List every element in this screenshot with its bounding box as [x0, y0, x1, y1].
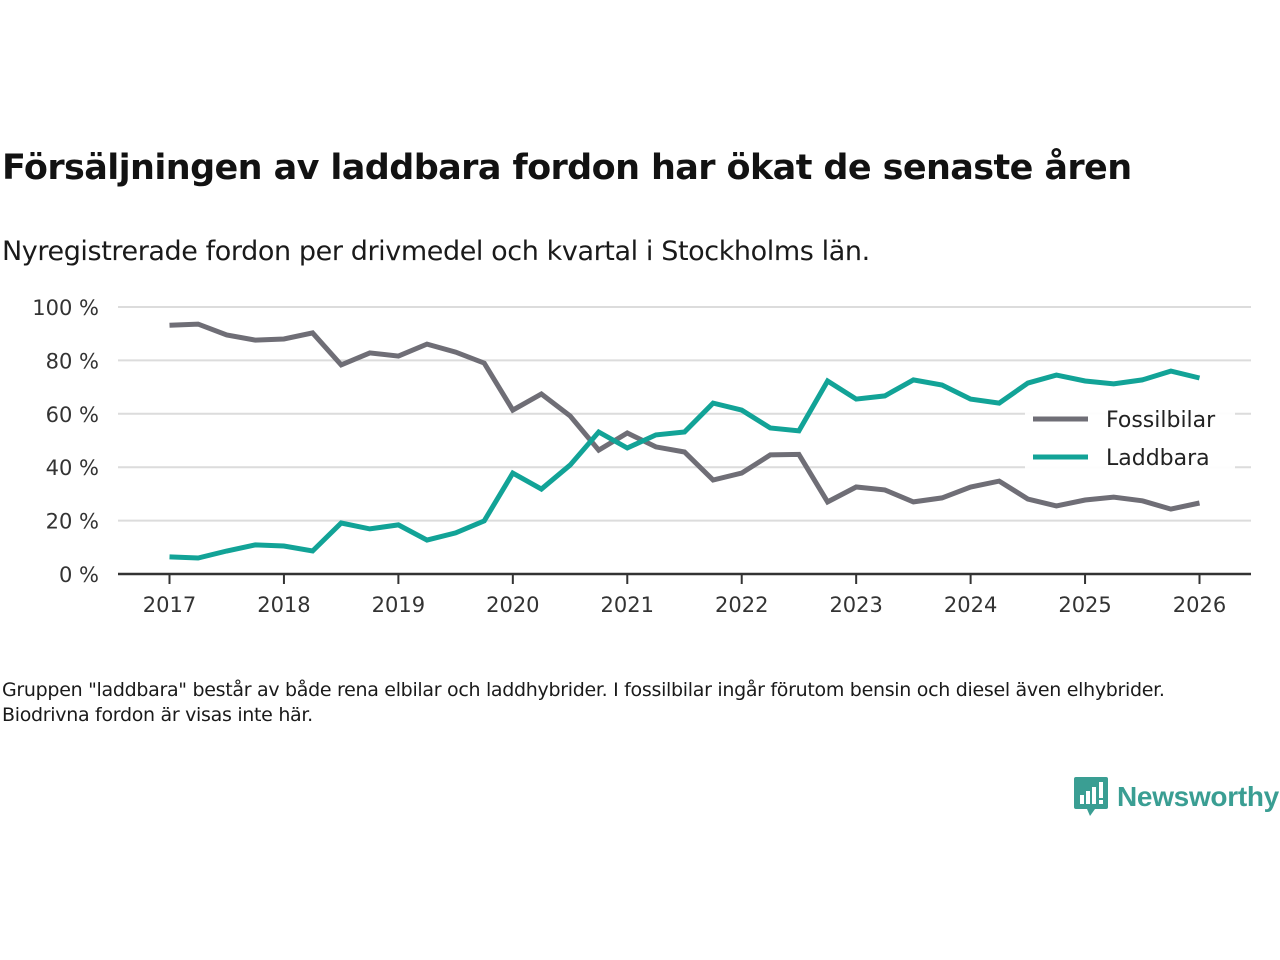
legend-label: Fossilbilar — [1106, 408, 1216, 433]
legend-label: Laddbara — [1106, 446, 1210, 471]
legend: Fossilbilar Laddbara — [1025, 400, 1235, 478]
y-tick-label: 80 % — [46, 349, 99, 373]
x-tick-label: 2024 — [944, 593, 997, 617]
series-line-fossilbilar — [169, 321, 1201, 512]
y-tick-label: 100 % — [32, 296, 99, 320]
x-tick-label: 2021 — [601, 593, 654, 617]
y-tick-label: 20 % — [46, 510, 99, 534]
x-tick-label: 2026 — [1173, 593, 1226, 617]
chart-speech-bubble-icon — [1074, 777, 1108, 816]
series-lines — [169, 321, 1201, 561]
y-tick-label: 40 % — [46, 456, 99, 480]
x-axis — [118, 572, 1251, 584]
x-tick-label: 2022 — [715, 593, 768, 617]
y-axis-labels: 0 % 20 % 40 % 60 % 80 % 100 % — [32, 296, 99, 587]
chart-subtitle: Nyregistrerade fordon per drivmedel och … — [2, 236, 870, 267]
x-tick-label: 2019 — [372, 593, 425, 617]
footnote: Gruppen "laddbara" består av både rena e… — [2, 679, 1165, 726]
x-tick-label: 2018 — [257, 593, 310, 617]
y-tick-label: 60 % — [46, 403, 99, 427]
legend-background — [1025, 400, 1235, 478]
x-tick-label: 2025 — [1058, 593, 1111, 617]
line-chart: 0 % 20 % 40 % 60 % 80 % 100 % 2017 2018 2019 202… — [32, 296, 1251, 617]
brand-name: Newsworthy — [1117, 781, 1279, 812]
x-axis-labels: 2017 2018 2019 2020 2021 2022 2023 2024 2025 2026 — [143, 593, 1226, 617]
y-tick-label: 0 % — [59, 563, 99, 587]
brand-logo: Newsworthy — [1073, 776, 1279, 818]
x-tick-label: 2020 — [486, 593, 539, 617]
x-tick-label: 2023 — [829, 593, 882, 617]
series-line-laddbara — [169, 368, 1201, 561]
x-tick-label: 2017 — [143, 593, 196, 617]
chart-title: Försäljningen av laddbara fordon har öka… — [2, 148, 1132, 188]
